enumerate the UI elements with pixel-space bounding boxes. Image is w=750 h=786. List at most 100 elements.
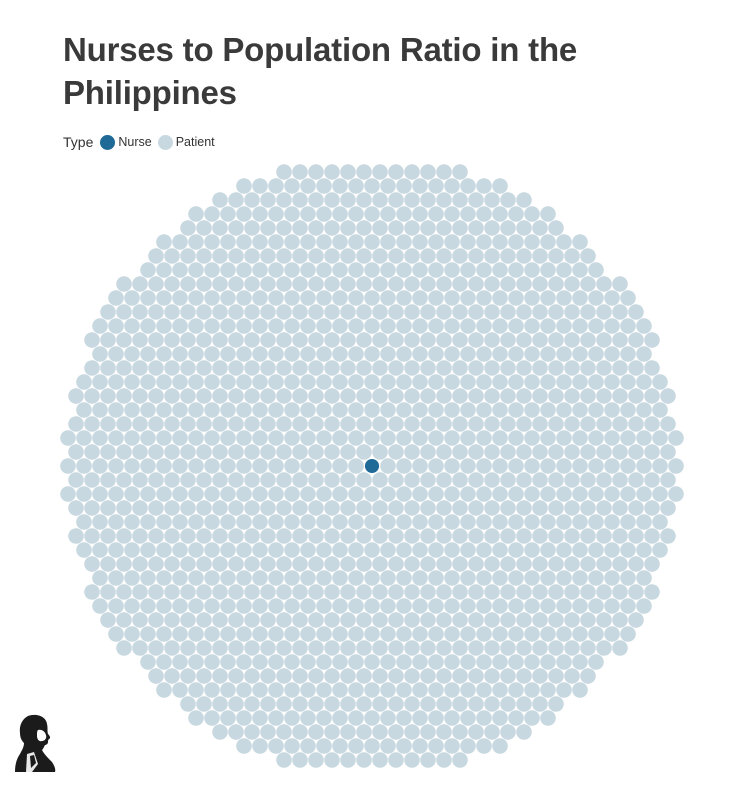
dot-patient[interactable]: [524, 234, 540, 250]
dot-patient[interactable]: [156, 654, 172, 670]
dot-patient[interactable]: [372, 444, 388, 460]
dot-patient[interactable]: [292, 500, 308, 516]
dot-patient[interactable]: [436, 192, 452, 208]
dot-patient[interactable]: [436, 220, 452, 236]
dot-patient[interactable]: [324, 500, 340, 516]
dot-patient[interactable]: [276, 556, 292, 572]
dot-patient[interactable]: [164, 276, 180, 292]
dot-patient[interactable]: [484, 612, 500, 628]
dot-patient[interactable]: [444, 206, 460, 222]
dot-patient[interactable]: [348, 598, 364, 614]
dot-patient[interactable]: [148, 640, 164, 656]
dot-patient[interactable]: [292, 360, 308, 376]
dot-patient[interactable]: [428, 430, 444, 446]
dot-patient[interactable]: [268, 346, 284, 362]
dot-patient[interactable]: [444, 626, 460, 642]
dot-patient[interactable]: [484, 332, 500, 348]
dot-patient[interactable]: [108, 458, 124, 474]
dot-patient[interactable]: [260, 696, 276, 712]
dot-patient[interactable]: [316, 178, 332, 194]
dot-patient[interactable]: [244, 612, 260, 628]
dot-patient[interactable]: [588, 626, 604, 642]
dot-patient[interactable]: [532, 696, 548, 712]
dot-patient[interactable]: [380, 234, 396, 250]
dot-patient[interactable]: [476, 346, 492, 362]
dot-patient[interactable]: [532, 556, 548, 572]
dot-patient[interactable]: [220, 206, 236, 222]
dot-patient[interactable]: [364, 654, 380, 670]
dot-patient[interactable]: [556, 514, 572, 530]
dot-patient[interactable]: [436, 528, 452, 544]
dot-patient[interactable]: [268, 234, 284, 250]
dot-patient[interactable]: [140, 570, 156, 586]
dot-patient[interactable]: [276, 696, 292, 712]
dot-patient[interactable]: [236, 654, 252, 670]
dot-patient[interactable]: [228, 276, 244, 292]
dot-patient[interactable]: [348, 206, 364, 222]
dot-patient[interactable]: [372, 612, 388, 628]
dot-patient[interactable]: [380, 570, 396, 586]
dot-patient[interactable]: [516, 388, 532, 404]
dot-patient[interactable]: [348, 542, 364, 558]
dot-patient[interactable]: [604, 542, 620, 558]
dot-patient[interactable]: [124, 430, 140, 446]
dot-patient[interactable]: [68, 528, 84, 544]
dot-patient[interactable]: [540, 234, 556, 250]
dot-patient[interactable]: [452, 192, 468, 208]
dot-patient[interactable]: [380, 626, 396, 642]
dot-patient[interactable]: [356, 724, 372, 740]
dot-patient[interactable]: [140, 598, 156, 614]
dot-patient[interactable]: [476, 626, 492, 642]
dot-patient[interactable]: [372, 276, 388, 292]
dot-patient[interactable]: [532, 276, 548, 292]
dot-patient[interactable]: [404, 500, 420, 516]
dot-patient[interactable]: [196, 360, 212, 376]
dot-patient[interactable]: [572, 542, 588, 558]
dot-patient[interactable]: [212, 668, 228, 684]
dot-patient[interactable]: [468, 276, 484, 292]
dot-patient[interactable]: [412, 626, 428, 642]
dot-patient[interactable]: [308, 192, 324, 208]
dot-patient[interactable]: [84, 472, 100, 488]
dot-patient[interactable]: [428, 654, 444, 670]
dot-patient[interactable]: [516, 220, 532, 236]
dot-patient[interactable]: [404, 220, 420, 236]
dot-patient[interactable]: [292, 640, 308, 656]
dot-patient[interactable]: [148, 360, 164, 376]
dot-patient[interactable]: [196, 388, 212, 404]
dot-patient[interactable]: [468, 332, 484, 348]
dot-patient[interactable]: [372, 332, 388, 348]
dot-patient[interactable]: [660, 528, 676, 544]
dot-patient[interactable]: [660, 388, 676, 404]
dot-patient[interactable]: [180, 612, 196, 628]
dot-patient[interactable]: [620, 318, 636, 334]
legend-item-patient[interactable]: Patient: [157, 134, 215, 150]
dot-patient[interactable]: [372, 388, 388, 404]
dot-patient[interactable]: [412, 178, 428, 194]
dot-patient[interactable]: [204, 626, 220, 642]
dot-patient[interactable]: [228, 584, 244, 600]
dot-patient[interactable]: [260, 248, 276, 264]
dot-patient[interactable]: [228, 360, 244, 376]
dot-patient[interactable]: [564, 668, 580, 684]
dot-patient[interactable]: [148, 612, 164, 628]
dot-patient[interactable]: [268, 542, 284, 558]
dot-patient[interactable]: [252, 710, 268, 726]
dot-patient[interactable]: [220, 710, 236, 726]
dot-patient[interactable]: [604, 346, 620, 362]
dot-patient[interactable]: [348, 514, 364, 530]
dot-patient[interactable]: [156, 458, 172, 474]
dot-patient[interactable]: [428, 402, 444, 418]
dot-patient[interactable]: [284, 206, 300, 222]
dot-patient[interactable]: [388, 752, 404, 768]
dot-patient[interactable]: [404, 332, 420, 348]
dot-patient[interactable]: [236, 514, 252, 530]
dot-patient[interactable]: [284, 626, 300, 642]
dot-patient[interactable]: [420, 360, 436, 376]
dot-patient[interactable]: [652, 430, 668, 446]
dot-patient[interactable]: [284, 234, 300, 250]
dot-patient[interactable]: [364, 402, 380, 418]
dot-patient[interactable]: [452, 304, 468, 320]
dot-patient[interactable]: [276, 612, 292, 628]
dot-patient[interactable]: [492, 626, 508, 642]
